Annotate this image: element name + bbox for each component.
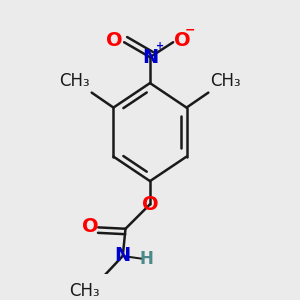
Text: −: − — [185, 23, 195, 36]
Text: CH₃: CH₃ — [59, 72, 89, 90]
Text: CH₃: CH₃ — [211, 72, 241, 90]
Text: CH₃: CH₃ — [69, 282, 100, 300]
Text: O: O — [82, 217, 99, 236]
Text: O: O — [106, 32, 123, 50]
Text: O: O — [173, 32, 190, 50]
Text: O: O — [142, 195, 159, 214]
Text: N: N — [142, 48, 158, 67]
Text: +: + — [156, 41, 164, 51]
Text: H: H — [140, 250, 154, 268]
Text: N: N — [115, 247, 131, 266]
